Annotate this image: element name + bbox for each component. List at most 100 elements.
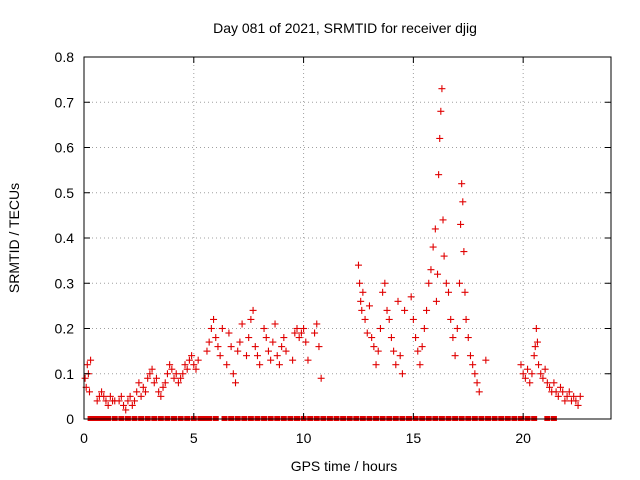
data-point — [311, 329, 319, 337]
data-point — [398, 370, 406, 378]
data-point — [374, 347, 382, 355]
data-point — [207, 325, 215, 332]
data-point — [541, 365, 549, 373]
data-point — [396, 352, 404, 360]
data-point — [289, 356, 297, 364]
data-point — [295, 334, 303, 342]
data-point — [559, 388, 567, 396]
data-point — [528, 370, 536, 378]
data-point — [533, 338, 541, 346]
y-tick-label: 0.4 — [55, 230, 75, 246]
data-point — [407, 293, 415, 301]
data-point — [122, 406, 130, 414]
data-point — [461, 288, 469, 296]
data-point — [409, 315, 417, 323]
data-point — [223, 361, 231, 369]
data-point — [464, 334, 472, 342]
data-point — [291, 329, 299, 337]
grid-layer — [84, 57, 611, 419]
data-point — [414, 347, 422, 355]
data-point — [83, 361, 91, 369]
data-point — [357, 297, 365, 305]
data-point — [106, 392, 114, 400]
data-point — [245, 334, 253, 342]
data-point — [273, 352, 281, 360]
data-point — [313, 320, 321, 328]
data-point — [177, 374, 185, 382]
data-point — [234, 347, 242, 355]
data-point — [370, 343, 378, 351]
x-tick-label: 0 — [80, 430, 88, 446]
data-point — [458, 180, 466, 188]
data-point — [146, 370, 154, 378]
data-point — [93, 397, 101, 405]
data-point — [381, 279, 389, 287]
data-point — [385, 315, 393, 323]
data-point — [81, 374, 89, 382]
data-point — [394, 297, 402, 305]
data-point — [87, 356, 95, 364]
data-point — [546, 383, 554, 391]
data-point — [439, 216, 447, 224]
data-point — [423, 306, 431, 314]
data-point — [144, 374, 152, 382]
data-point — [225, 329, 233, 337]
y-tick-label: 0.6 — [55, 140, 75, 156]
data-point — [163, 370, 171, 378]
y-tick-label: 0.2 — [55, 321, 75, 337]
data-point — [188, 352, 196, 360]
data-point — [212, 334, 220, 342]
data-point — [251, 343, 259, 351]
x-tick-label: 10 — [296, 430, 312, 446]
data-point — [190, 361, 198, 369]
data-point — [554, 392, 562, 400]
data-point — [264, 347, 272, 355]
data-point — [238, 320, 246, 328]
tick-layer: 0 0.1 0.2 0.3 0.4 0.5 0.6 0.7 0.8 0 5 10 15 20 — [55, 49, 611, 446]
data-point — [317, 374, 325, 382]
data-point — [473, 379, 481, 387]
data-point — [445, 288, 453, 296]
data-point — [166, 361, 174, 369]
data-point — [139, 383, 147, 391]
data-point — [537, 370, 545, 378]
data-point — [183, 365, 191, 373]
data-point — [293, 325, 301, 332]
data-point — [249, 306, 257, 314]
data-point — [434, 270, 442, 278]
data-point — [412, 334, 420, 342]
data-point — [260, 325, 268, 332]
data-point — [416, 361, 424, 369]
data-point — [418, 343, 426, 351]
data-point — [460, 248, 468, 256]
data-point — [390, 347, 398, 355]
x-tick-label: 5 — [190, 430, 198, 446]
data-point — [247, 315, 255, 323]
data-point — [572, 397, 580, 405]
y-axis-title: SRMTID / TECUs — [6, 183, 22, 293]
data-point — [453, 325, 461, 332]
data-point — [359, 288, 367, 296]
data-point — [431, 225, 439, 233]
data-point — [168, 365, 176, 373]
data-point — [574, 401, 582, 409]
data-point — [126, 392, 134, 400]
data-point — [462, 315, 470, 323]
data-point — [482, 356, 490, 364]
data-point — [150, 379, 158, 387]
data-point — [242, 352, 250, 360]
data-point — [214, 343, 222, 351]
data-point — [440, 252, 448, 260]
data-point — [256, 361, 264, 369]
data-point — [539, 374, 547, 382]
data-point — [275, 361, 283, 369]
data-point — [300, 325, 308, 332]
y-tick-label: 0.8 — [55, 49, 75, 65]
data-point — [181, 361, 189, 369]
data-point — [120, 401, 128, 409]
data-point — [437, 107, 445, 115]
data-point — [280, 334, 288, 342]
data-point — [135, 379, 143, 387]
data-point — [131, 397, 139, 405]
y-tick-label: 0.7 — [55, 94, 75, 110]
